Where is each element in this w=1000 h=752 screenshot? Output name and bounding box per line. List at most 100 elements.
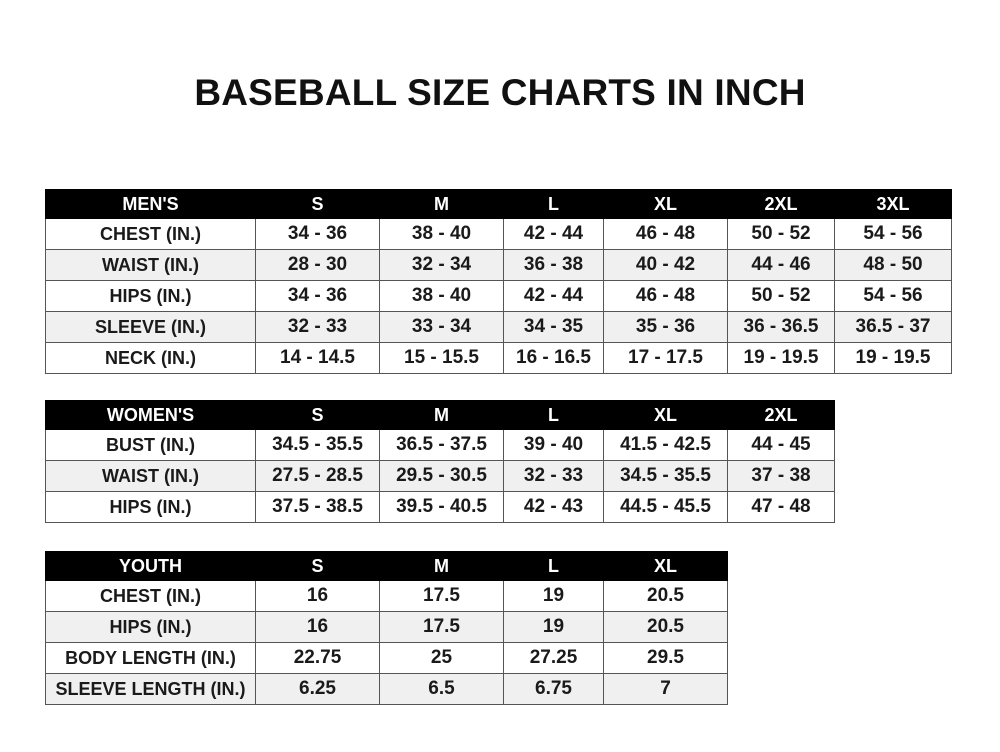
table-category-header: MEN'S bbox=[45, 189, 256, 219]
size-value-cell: 48 - 50 bbox=[834, 249, 952, 281]
table-row: NECK (IN.) 14 - 14.5 15 - 15.5 16 - 16.5 17 … bbox=[45, 342, 952, 374]
size-value-cell: 6.5 bbox=[379, 673, 504, 705]
size-value-cell: 16 bbox=[255, 580, 380, 612]
page-title: BASEBALL SIZE CHARTS IN INCH bbox=[194, 72, 806, 113]
table-header-row: MEN'S S M L XL 2XL 3XL bbox=[45, 189, 952, 219]
size-column-header: 2XL bbox=[727, 400, 835, 430]
size-value-cell: 29.5 - 30.5 bbox=[379, 460, 504, 492]
size-value-cell: 36 - 36.5 bbox=[727, 311, 835, 343]
size-column-header: M bbox=[379, 400, 504, 430]
mens-size-table: MEN'S S M L XL 2XL 3XL CHEST (IN.) 34 - 36 38 - 4… bbox=[45, 189, 952, 374]
measurement-label: BODY LENGTH (IN.) bbox=[45, 642, 256, 674]
size-value-cell: 22.75 bbox=[255, 642, 380, 674]
size-value-cell: 42 - 43 bbox=[503, 491, 604, 523]
size-value-cell: 34.5 - 35.5 bbox=[603, 460, 728, 492]
size-column-header: L bbox=[503, 400, 604, 430]
size-value-cell: 36 - 38 bbox=[503, 249, 604, 281]
size-value-cell: 44.5 - 45.5 bbox=[603, 491, 728, 523]
table-row: HIPS (IN.) 16 17.5 19 20.5 bbox=[45, 611, 728, 643]
table-header-row: YOUTH S M L XL bbox=[45, 551, 728, 581]
size-value-cell: 16 - 16.5 bbox=[503, 342, 604, 374]
size-value-cell: 20.5 bbox=[603, 580, 728, 612]
size-column-header: 2XL bbox=[727, 189, 835, 219]
size-value-cell: 50 - 52 bbox=[727, 280, 835, 312]
table-row: WAIST (IN.) 27.5 - 28.5 29.5 - 30.5 32 - 33… bbox=[45, 460, 835, 492]
size-value-cell: 34.5 - 35.5 bbox=[255, 429, 380, 461]
size-value-cell: 44 - 45 bbox=[727, 429, 835, 461]
size-value-cell: 34 - 36 bbox=[255, 280, 380, 312]
size-value-cell: 29.5 bbox=[603, 642, 728, 674]
size-column-header: M bbox=[379, 551, 504, 581]
measurement-label: NECK (IN.) bbox=[45, 342, 256, 374]
size-value-cell: 46 - 48 bbox=[603, 280, 728, 312]
size-value-cell: 42 - 44 bbox=[503, 280, 604, 312]
size-value-cell: 19 bbox=[503, 611, 604, 643]
size-value-cell: 38 - 40 bbox=[379, 218, 504, 250]
size-value-cell: 27.5 - 28.5 bbox=[255, 460, 380, 492]
size-value-cell: 19 - 19.5 bbox=[834, 342, 952, 374]
size-column-header: XL bbox=[603, 400, 728, 430]
size-value-cell: 46 - 48 bbox=[603, 218, 728, 250]
size-value-cell: 36.5 - 37.5 bbox=[379, 429, 504, 461]
size-value-cell: 19 - 19.5 bbox=[727, 342, 835, 374]
size-value-cell: 7 bbox=[603, 673, 728, 705]
size-value-cell: 6.25 bbox=[255, 673, 380, 705]
size-value-cell: 38 - 40 bbox=[379, 280, 504, 312]
size-value-cell: 25 bbox=[379, 642, 504, 674]
size-value-cell: 16 bbox=[255, 611, 380, 643]
size-value-cell: 32 - 33 bbox=[503, 460, 604, 492]
size-value-cell: 37 - 38 bbox=[727, 460, 835, 492]
measurement-label: HIPS (IN.) bbox=[45, 611, 256, 643]
size-value-cell: 28 - 30 bbox=[255, 249, 380, 281]
size-value-cell: 17.5 bbox=[379, 580, 504, 612]
measurement-label: SLEEVE LENGTH (IN.) bbox=[45, 673, 256, 705]
measurement-label: WAIST (IN.) bbox=[45, 460, 256, 492]
table-row: SLEEVE LENGTH (IN.) 6.25 6.5 6.75 7 bbox=[45, 673, 728, 705]
size-value-cell: 27.25 bbox=[503, 642, 604, 674]
size-value-cell: 34 - 36 bbox=[255, 218, 380, 250]
size-column-header: S bbox=[255, 551, 380, 581]
size-value-cell: 14 - 14.5 bbox=[255, 342, 380, 374]
size-value-cell: 32 - 33 bbox=[255, 311, 380, 343]
youth-size-table: YOUTH S M L XL CHEST (IN.) 16 17.5 19 20.5 HIPS (I… bbox=[45, 551, 728, 705]
size-column-header: XL bbox=[603, 189, 728, 219]
size-value-cell: 17 - 17.5 bbox=[603, 342, 728, 374]
table-row: BUST (IN.) 34.5 - 35.5 36.5 - 37.5 39 - 40 4… bbox=[45, 429, 835, 461]
womens-size-table: WOMEN'S S M L XL 2XL BUST (IN.) 34.5 - 35.5 36.5… bbox=[45, 400, 835, 523]
size-value-cell: 54 - 56 bbox=[834, 280, 952, 312]
size-value-cell: 35 - 36 bbox=[603, 311, 728, 343]
size-value-cell: 39.5 - 40.5 bbox=[379, 491, 504, 523]
size-column-header: 3XL bbox=[834, 189, 952, 219]
measurement-label: HIPS (IN.) bbox=[45, 280, 256, 312]
table-row: HIPS (IN.) 37.5 - 38.5 39.5 - 40.5 42 - 43 4… bbox=[45, 491, 835, 523]
size-value-cell: 15 - 15.5 bbox=[379, 342, 504, 374]
size-value-cell: 40 - 42 bbox=[603, 249, 728, 281]
measurement-label: SLEEVE (IN.) bbox=[45, 311, 256, 343]
table-category-header: YOUTH bbox=[45, 551, 256, 581]
table-row: HIPS (IN.) 34 - 36 38 - 40 42 - 44 46 - 48 50… bbox=[45, 280, 952, 312]
size-value-cell: 20.5 bbox=[603, 611, 728, 643]
size-value-cell: 44 - 46 bbox=[727, 249, 835, 281]
size-column-header: S bbox=[255, 400, 380, 430]
measurement-label: CHEST (IN.) bbox=[45, 218, 256, 250]
table-category-header: WOMEN'S bbox=[45, 400, 256, 430]
size-column-header: L bbox=[503, 189, 604, 219]
table-row: BODY LENGTH (IN.) 22.75 25 27.25 29.5 bbox=[45, 642, 728, 674]
measurement-label: BUST (IN.) bbox=[45, 429, 256, 461]
size-value-cell: 41.5 - 42.5 bbox=[603, 429, 728, 461]
size-value-cell: 39 - 40 bbox=[503, 429, 604, 461]
size-value-cell: 17.5 bbox=[379, 611, 504, 643]
size-value-cell: 34 - 35 bbox=[503, 311, 604, 343]
size-value-cell: 6.75 bbox=[503, 673, 604, 705]
size-column-header: S bbox=[255, 189, 380, 219]
table-row: CHEST (IN.) 16 17.5 19 20.5 bbox=[45, 580, 728, 612]
size-value-cell: 54 - 56 bbox=[834, 218, 952, 250]
size-value-cell: 33 - 34 bbox=[379, 311, 504, 343]
size-value-cell: 50 - 52 bbox=[727, 218, 835, 250]
size-value-cell: 47 - 48 bbox=[727, 491, 835, 523]
size-column-header: XL bbox=[603, 551, 728, 581]
measurement-label: WAIST (IN.) bbox=[45, 249, 256, 281]
size-value-cell: 19 bbox=[503, 580, 604, 612]
table-row: SLEEVE (IN.) 32 - 33 33 - 34 34 - 35 35 - 36… bbox=[45, 311, 952, 343]
table-header-row: WOMEN'S S M L XL 2XL bbox=[45, 400, 835, 430]
